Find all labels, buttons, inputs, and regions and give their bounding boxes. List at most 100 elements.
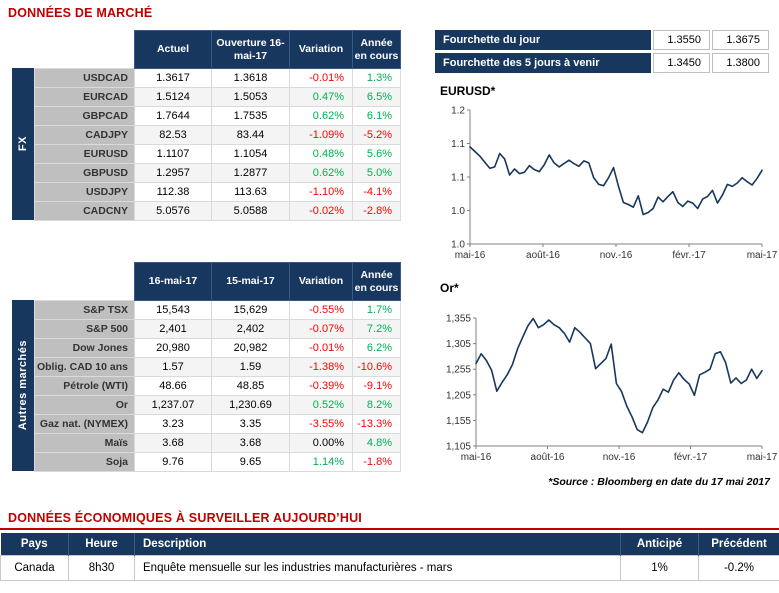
y-tick-label: 1.2 — [451, 106, 465, 117]
x-tick-label: févr.-17 — [674, 452, 708, 463]
table-row: Or 1,237.07 1,230.69 0.52% 8.2% — [34, 395, 401, 415]
y-tick-label: 1,305 — [446, 339, 471, 350]
ytd-cell: 1.7% — [352, 300, 401, 320]
gold-chart-title: Or* — [440, 281, 459, 295]
ytd-cell: -9.1% — [352, 376, 401, 396]
value-cell: 1,230.69 — [211, 395, 290, 415]
value-cell: 48.85 — [211, 376, 290, 396]
variation-cell: 0.52% — [289, 395, 353, 415]
variation-cell: -0.01% — [289, 338, 353, 358]
x-tick-label: mai-16 — [455, 250, 486, 261]
table-row: Dow Jones 20,980 20,982 -0.01% 6.2% — [34, 338, 401, 358]
ytd-cell: 1.3% — [352, 68, 401, 88]
variation-cell: -0.02% — [289, 201, 353, 221]
column-header: Précédent — [698, 533, 779, 555]
value-cell: 9.76 — [134, 452, 212, 472]
market-data-title: DONNÉES DE MARCHÉ — [8, 6, 153, 20]
ytd-cell: -13.3% — [352, 414, 401, 434]
variation-cell: -0.01% — [289, 68, 353, 88]
column-header: 16-mai-17 — [134, 262, 212, 301]
table-row: Oblig. CAD 10 ans 1.57 1.59 -1.38% -10.6% — [34, 357, 401, 377]
row-label: Gaz nat. (NYMEX) — [34, 414, 135, 434]
value-cell: 83.44 — [211, 125, 290, 145]
ytd-cell: 5.0% — [352, 163, 401, 183]
other-markets-side-label-text: Autres marchés — [17, 340, 29, 431]
row-label: Pétrole (WTI) — [34, 376, 135, 396]
table-row: EURCAD 1.5124 1.5053 0.47% 6.5% — [34, 87, 401, 107]
daily-range-table: Fourchette du jour 1.3550 1.3675 Fourchette… — [435, 30, 769, 73]
column-header: Description — [134, 533, 621, 555]
ytd-cell: 6.5% — [352, 87, 401, 107]
column-header: Ouverture 16-mai-17 — [211, 30, 290, 69]
x-tick-label: nov.-16 — [600, 250, 633, 261]
range-row-label: Fourchette des 5 jours à venir — [435, 53, 651, 73]
column-header: Année en cours — [352, 262, 401, 301]
value-cell: 3.68 — [211, 433, 290, 453]
fx-side-label: FX — [12, 68, 34, 220]
table-row: Soja 9.76 9.65 1.14% -1.8% — [34, 452, 401, 472]
value-cell: 1.3617 — [134, 68, 212, 88]
variation-cell: -3.55% — [289, 414, 353, 434]
value-cell: 1.7535 — [211, 106, 290, 126]
header-row: Actuel Ouverture 16-mai-17 Variation Année … — [35, 30, 401, 69]
value-cell: 1.5124 — [134, 87, 212, 107]
table-row: Gaz nat. (NYMEX) 3.23 3.35 -3.55% -13.3% — [34, 414, 401, 434]
range-high-value: 1.3675 — [712, 30, 769, 50]
red-divider — [0, 528, 779, 530]
variation-cell: 0.48% — [289, 144, 353, 164]
table-row: USDJPY 112.38 113.63 -1.10% -4.1% — [34, 182, 401, 202]
range-low-value: 1.3450 — [653, 53, 710, 73]
variation-cell: 0.00% — [289, 433, 353, 453]
value-cell: 48.66 — [134, 376, 212, 396]
y-tick-label: 1,355 — [446, 314, 471, 325]
row-label: Dow Jones — [34, 338, 135, 358]
column-header: Anticipé — [620, 533, 699, 555]
ytd-cell: -2.8% — [352, 201, 401, 221]
value-cell: 1.59 — [211, 357, 290, 377]
value-cell: 2,401 — [134, 319, 212, 339]
column-header: Actuel — [134, 30, 212, 69]
table-corner — [35, 31, 135, 69]
ytd-cell: -4.1% — [352, 182, 401, 202]
value-cell: 15,543 — [134, 300, 212, 320]
variation-cell: -1.38% — [289, 357, 353, 377]
variation-cell: 0.47% — [289, 87, 353, 107]
ytd-cell: 5.6% — [352, 144, 401, 164]
ytd-cell: -5.2% — [352, 125, 401, 145]
column-header: 15-mai-17 — [211, 262, 290, 301]
row-label: Or — [34, 395, 135, 415]
variation-cell: -0.07% — [289, 319, 353, 339]
column-header: Variation — [289, 30, 353, 69]
y-tick-label: 1.0 — [451, 240, 465, 251]
value-cell: 5.0588 — [211, 201, 290, 221]
description-cell: Enquête mensuelle sur les industries man… — [134, 554, 621, 581]
variation-cell: 1.14% — [289, 452, 353, 472]
price-line — [469, 145, 763, 216]
table-row: CADCNY 5.0576 5.0588 -0.02% -2.8% — [34, 201, 401, 221]
table-row: CADJPY 82.53 83.44 -1.09% -5.2% — [34, 125, 401, 145]
row-label: CADCNY — [34, 201, 135, 221]
value-cell: 3.68 — [134, 433, 212, 453]
eurusd-chart: 1.0 1.0 1.1 1.1 1.2 mai-16 août-16 nov.-16 févr.… — [451, 106, 778, 262]
gold-chart: 1,105 1,155 1,205 1,255 1,305 1,355 mai-16 août… — [446, 314, 778, 464]
x-tick-label: août-16 — [531, 452, 565, 463]
row-label: Soja — [34, 452, 135, 472]
row-label: USDJPY — [34, 182, 135, 202]
x-tick-label: août-16 — [526, 250, 560, 261]
value-cell: 5.0576 — [134, 201, 212, 221]
column-header: Heure — [68, 533, 135, 555]
ytd-cell: 4.8% — [352, 433, 401, 453]
eurusd-chart-title: EURUSD* — [440, 84, 496, 98]
value-cell: 3.23 — [134, 414, 212, 434]
value-cell: 112.38 — [134, 182, 212, 202]
ytd-cell: 8.2% — [352, 395, 401, 415]
range-row-label: Fourchette du jour — [435, 30, 651, 50]
value-cell: 20,982 — [211, 338, 290, 358]
y-tick-label: 1.0 — [451, 206, 465, 217]
y-tick-label: 1.1 — [451, 173, 465, 184]
variation-cell: 0.62% — [289, 106, 353, 126]
value-cell: 113.63 — [211, 182, 290, 202]
y-tick-label: 1,105 — [446, 442, 471, 453]
ytd-cell: 6.2% — [352, 338, 401, 358]
x-tick-label: nov.-16 — [603, 452, 636, 463]
